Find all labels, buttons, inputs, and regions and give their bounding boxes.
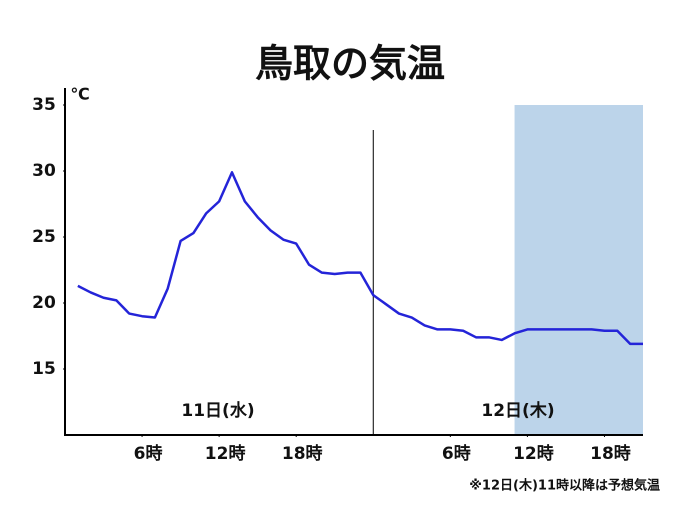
x-tick-label: 12時 [205,443,246,464]
chart-title: 鳥取の気温 [255,42,445,86]
y-tick-label: 15 [32,359,56,379]
x-tick-label: 12時 [513,443,554,464]
day-label: 11日(水) [181,400,254,421]
temperature-line [77,171,643,346]
x-tick-label: 6時 [442,443,471,464]
y-tick-label: 25 [32,227,56,247]
x-tick-label: 6時 [134,443,163,464]
y-tick-label: 30 [32,161,56,181]
day-label: 12日(木) [481,400,554,421]
forecast-region [514,105,643,435]
y-tick-label: 20 [32,293,56,313]
y-unit: ℃ [70,85,89,104]
y-tick-label: 35 [32,95,56,115]
x-tick-label: 18時 [282,443,323,464]
note: ※12日(木)11時以降は予想気温 [469,478,660,494]
x-tick-label: 18時 [590,443,631,464]
